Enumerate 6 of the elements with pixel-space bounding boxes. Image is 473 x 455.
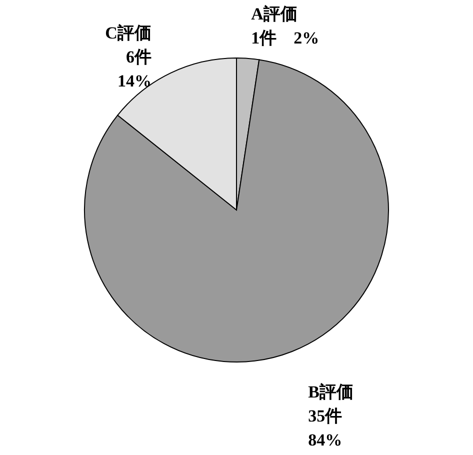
slice-label: C評価: [105, 23, 152, 42]
slice-label: A評価: [251, 4, 298, 24]
data-label: 35件 84%: [308, 406, 342, 450]
slice-label: B評価: [308, 382, 354, 402]
data-label: 1件 2%: [251, 28, 320, 48]
data-label: 6件 14%: [117, 47, 152, 90]
